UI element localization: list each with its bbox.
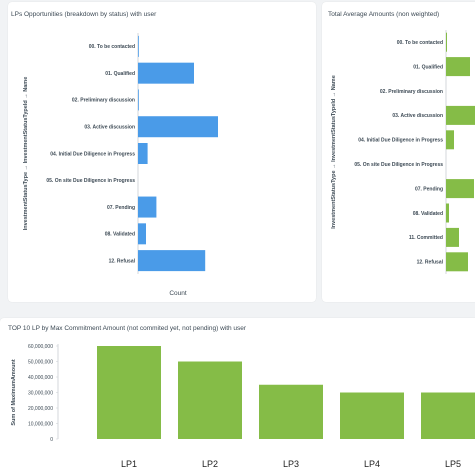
bar <box>178 361 242 439</box>
category-label: 08. Validated <box>105 232 135 238</box>
y-tick-label: 60,000,000 <box>28 344 53 350</box>
y-tick-label: 40,000,000 <box>28 375 53 381</box>
bar <box>446 105 475 125</box>
bar <box>446 227 459 247</box>
top-lp-chart: 0 10,000,000 20,000,000 30,000,000 40,000,00… <box>11 344 475 469</box>
bar <box>138 223 146 245</box>
category-label: 00. To be contacted <box>89 44 135 50</box>
category-label: 01. Qualified <box>413 64 443 70</box>
bar <box>446 252 468 272</box>
bar <box>138 250 206 272</box>
bar <box>446 130 454 150</box>
category-label: 07. Pending <box>107 205 135 211</box>
average-amounts-card: Total Average Amounts (non weighted) 00.… <box>322 2 475 302</box>
status-breakdown-chart: 00. To be contacted 01. Qualified 02. Prel… <box>23 33 218 297</box>
bar <box>138 143 148 164</box>
category-label: 08. Validated <box>413 211 443 217</box>
category-label: 02. Preliminary discussion <box>72 98 135 104</box>
y-axis-title: InvestmentStatusType → InvestmentStatusT… <box>331 75 337 229</box>
bar <box>446 57 470 77</box>
x-tick-label: LP5 <box>445 459 461 469</box>
status-breakdown-card: LPs Opportunities (breakdown by status) … <box>8 2 316 302</box>
bar <box>259 384 323 439</box>
category-label: 04. Initial Due Diligence in Progress <box>50 151 135 157</box>
bar <box>340 392 404 439</box>
bar <box>421 392 475 439</box>
x-tick-label: LP2 <box>202 459 218 469</box>
top-lp-card: TOP 10 LP by Max Commitment Amount (not … <box>0 318 475 475</box>
x-axis-title: Count <box>169 290 187 297</box>
bar <box>446 203 449 223</box>
bar <box>138 196 157 218</box>
category-label: 11. Committed <box>409 235 443 241</box>
category-label: 07. Pending <box>415 186 443 192</box>
category-label: 05. On site Due Diligence in Progress <box>46 178 135 184</box>
x-tick-label: LP4 <box>364 459 380 469</box>
bar <box>138 62 194 84</box>
y-tick-label: 10,000,000 <box>28 421 53 427</box>
bar <box>446 179 474 199</box>
bar <box>97 346 161 439</box>
category-label: 12. Refusal <box>417 260 444 266</box>
category-label: 12. Refusal <box>109 258 136 264</box>
y-tick-label: 0 <box>50 437 53 443</box>
bar <box>138 35 139 57</box>
category-label: 04. Initial Due Diligence in Progress <box>358 138 443 144</box>
x-tick-label: LP3 <box>283 459 299 469</box>
y-tick-label: 50,000,000 <box>28 359 53 365</box>
bar <box>138 116 218 138</box>
chart-title: TOP 10 LP by Max Commitment Amount (not … <box>8 325 247 332</box>
category-label: 00. To be contacted <box>397 40 443 46</box>
bar <box>446 32 447 52</box>
category-label: 03. Active discussion <box>84 125 135 131</box>
category-label: 01. Qualified <box>105 71 135 77</box>
category-label: 02. Preliminary discussion <box>380 89 443 95</box>
chart-title: LPs Opportunities (breakdown by status) … <box>11 11 157 18</box>
y-axis-title: InvestmentStatusType → InvestmentStatusT… <box>23 77 29 231</box>
y-axis-title: Sum of MaximumAmount <box>11 359 17 425</box>
category-label: 05. On site Due Diligence in Progress <box>354 162 443 168</box>
average-amounts-chart: 00. To be contacted 01. Qualified 02. Prel… <box>331 30 475 274</box>
category-label: 03. Active discussion <box>392 113 443 119</box>
y-tick-label: 20,000,000 <box>28 406 53 412</box>
y-tick-label: 30,000,000 <box>28 390 53 396</box>
x-tick-label: LP1 <box>121 459 137 469</box>
chart-title: Total Average Amounts (non weighted) <box>328 11 440 18</box>
bar <box>138 89 139 111</box>
